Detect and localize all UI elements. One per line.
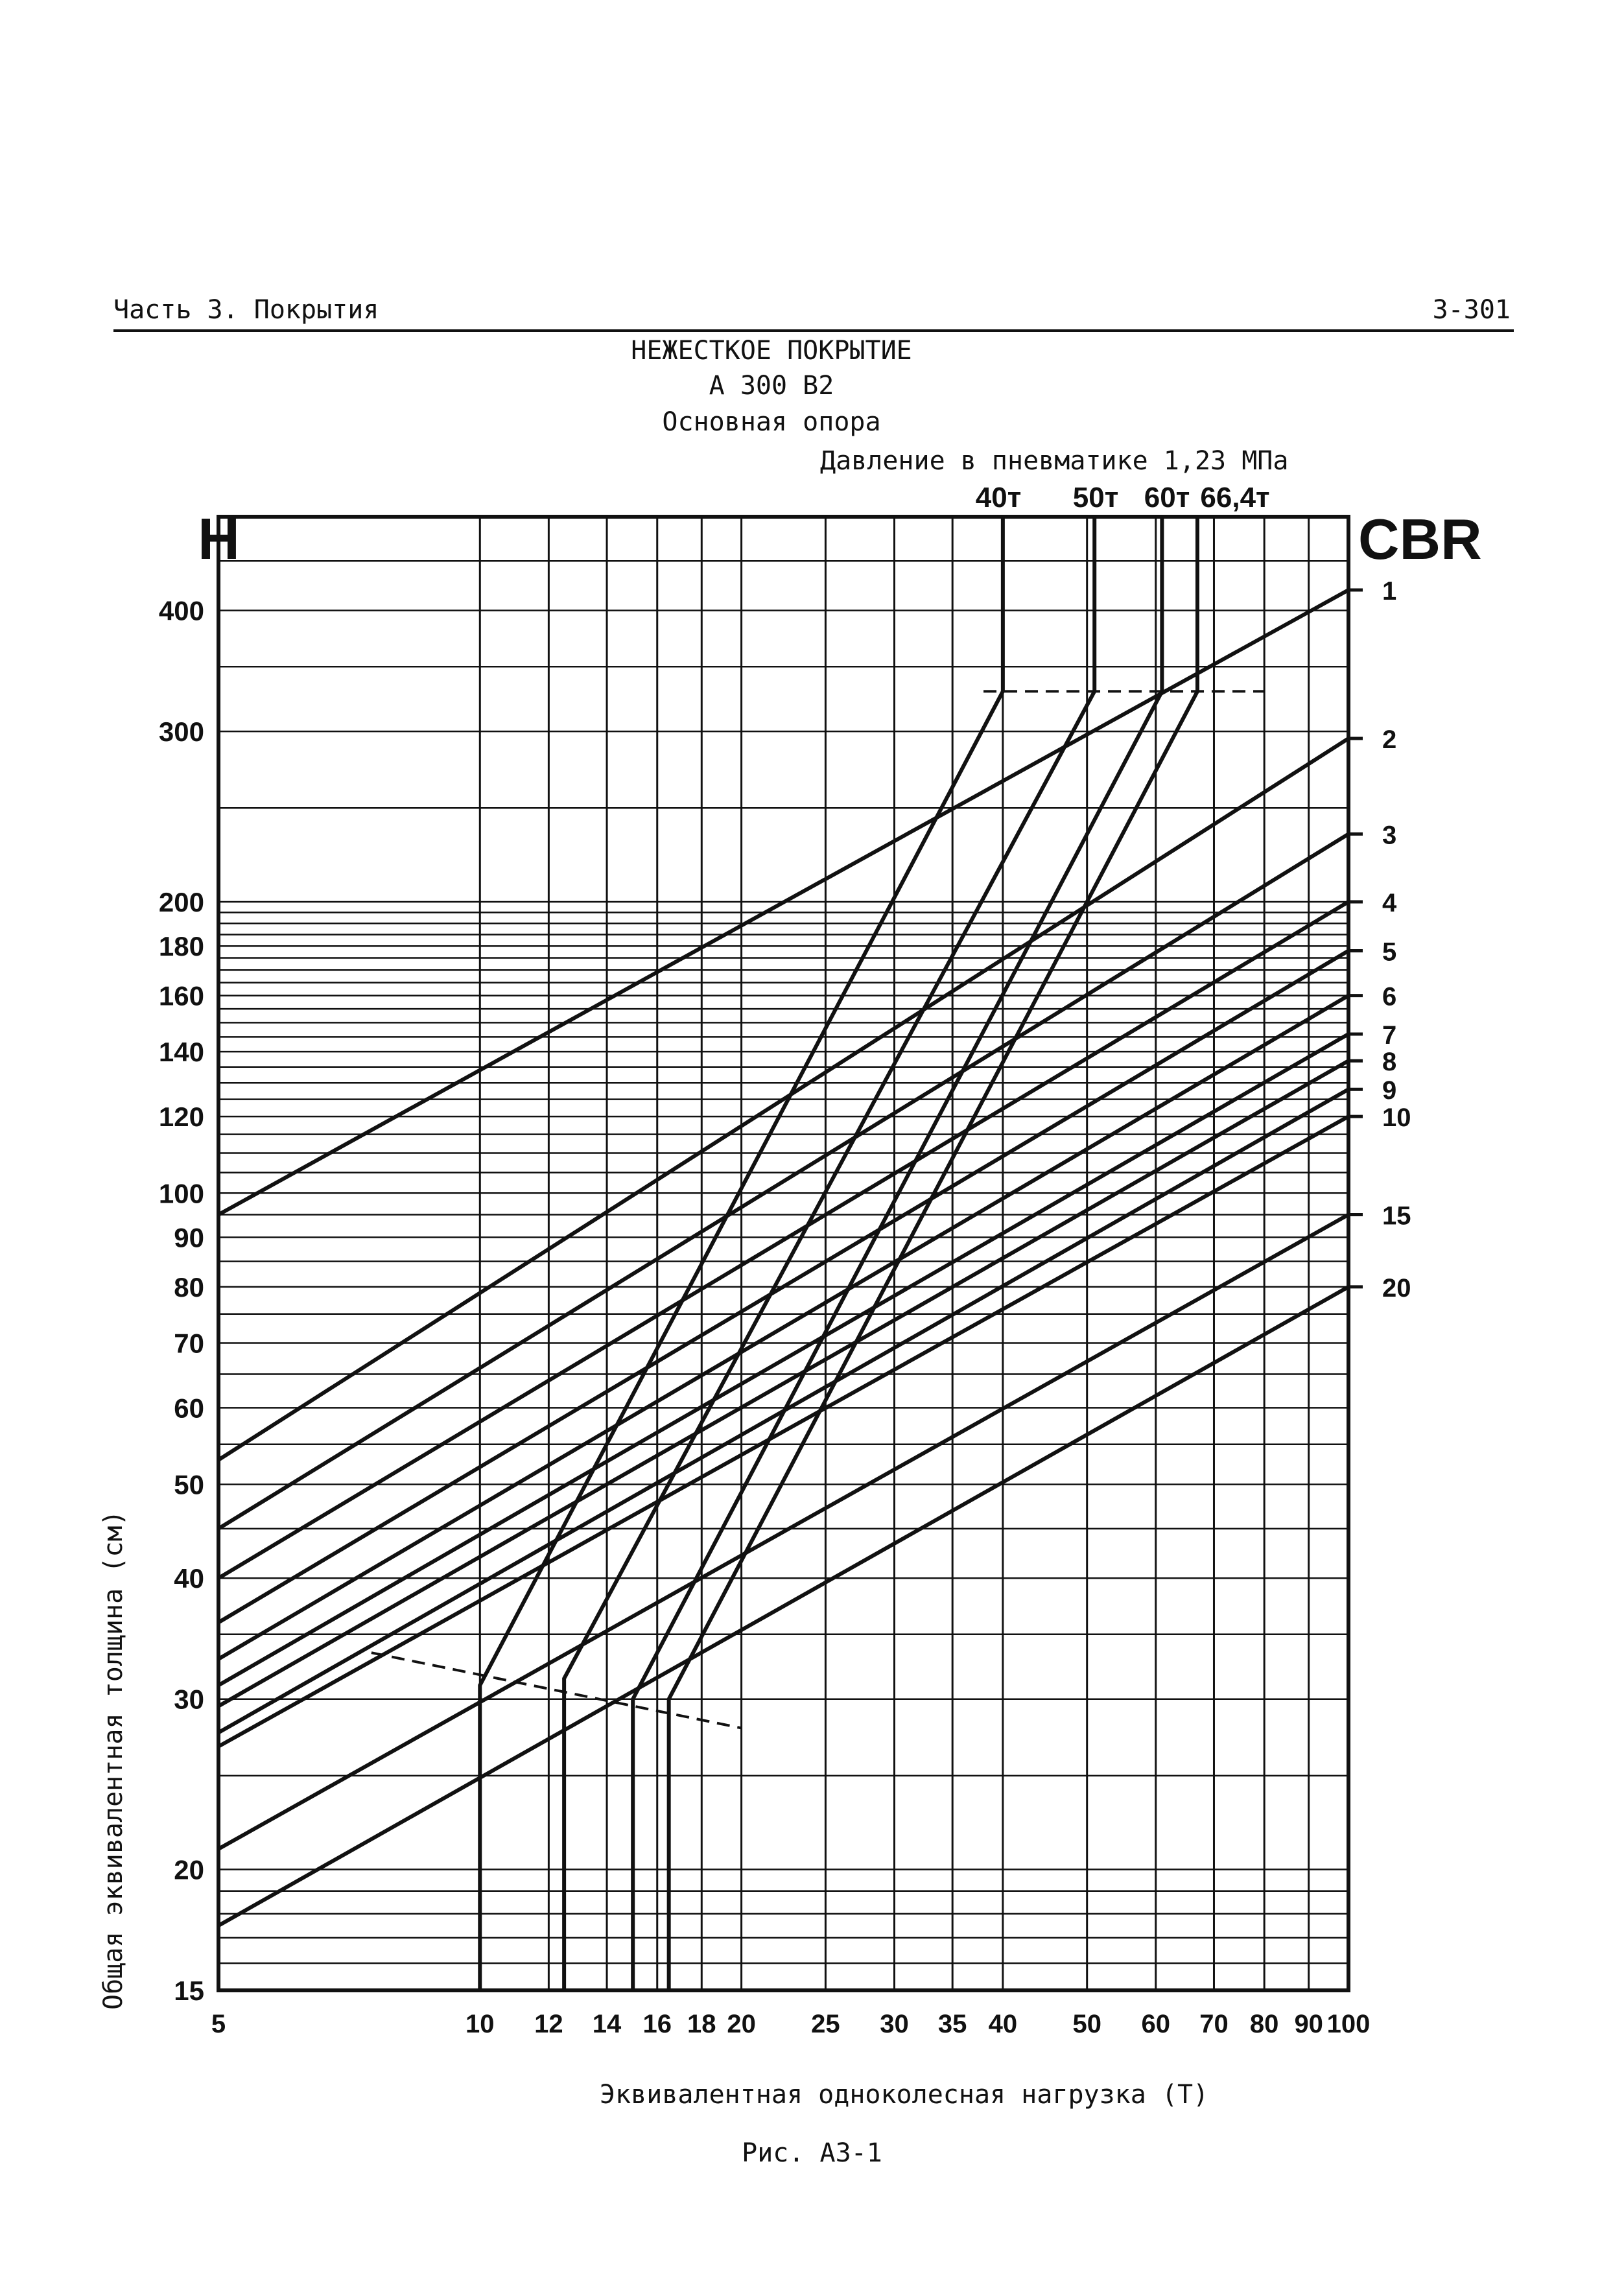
y-tick-label: 120 — [159, 1102, 204, 1132]
y-tick-label: 40 — [174, 1563, 204, 1594]
y-tick-label: 50 — [174, 1470, 204, 1500]
cbr-label-9: 9 — [1382, 1076, 1396, 1105]
header-rule — [113, 329, 1514, 332]
y-tick-label: 60 — [174, 1393, 204, 1423]
x-tick-label: 12 — [534, 2010, 563, 2038]
x-tick-label: 40 — [989, 2010, 1018, 2038]
x-tick-label: 16 — [643, 2010, 672, 2038]
x-tick-label: 20 — [727, 2010, 756, 2038]
plot-frame — [217, 515, 1350, 1992]
y-tick-label: 15 — [174, 1975, 204, 2006]
y-tick-label: 30 — [174, 1684, 204, 1715]
y-tick-label: 90 — [174, 1223, 204, 1253]
y-tick-label: 20 — [174, 1855, 204, 1885]
x-tick-label: 14 — [593, 2010, 622, 2038]
figure-caption: Рис. А3-1 — [742, 2138, 882, 2168]
chart-grid — [217, 515, 1350, 1992]
title-line-2: А 300 В2 — [709, 371, 834, 401]
reference-line-1 — [371, 1651, 742, 1730]
cbr-label-2: 2 — [1382, 725, 1396, 754]
load-label-2: 60т — [1144, 482, 1190, 513]
x-tick-label: 5 — [211, 2010, 226, 2038]
x-tick-label: 18 — [687, 2010, 716, 2038]
title-line-4: Давление в пневматике 1,23 МПа — [820, 446, 1289, 476]
x-tick-label: 35 — [938, 2010, 967, 2038]
load-curve-0 — [478, 517, 1005, 1990]
cbr-label-1: 1 — [1382, 577, 1396, 606]
cbr-line-7 — [217, 1032, 1350, 1688]
cbr-label-7: 7 — [1382, 1021, 1396, 1050]
load-curve-2 — [631, 517, 1164, 1990]
x-axis-label: Эквивалентная одноколесная нагрузка (Т) — [600, 2080, 1209, 2110]
x-tick-label: 80 — [1250, 2010, 1279, 2038]
x-tick-label: 25 — [811, 2010, 840, 2038]
cbr-line-5 — [217, 949, 1350, 1625]
x-tick-label: 50 — [1072, 2010, 1101, 2038]
y-tick-label: 160 — [159, 981, 204, 1011]
y-tick-label: 80 — [174, 1272, 204, 1302]
y-tick-label: 300 — [159, 716, 204, 747]
load-label-1: 50т — [1073, 482, 1119, 513]
x-tick-label: 100 — [1327, 2010, 1371, 2038]
x-tick-label: 30 — [880, 2010, 909, 2038]
y-tick-label: 100 — [159, 1178, 204, 1208]
load-curve-3 — [666, 517, 1199, 1990]
y-axis-label: Общая эквивалентная толщина (см) — [99, 1510, 128, 2010]
cbr-label-5: 5 — [1382, 937, 1396, 966]
y-tick-label: 140 — [159, 1037, 204, 1067]
load-label-3: 66,4т — [1200, 482, 1269, 513]
left-axis-title: H — [198, 507, 240, 572]
chart-lines — [217, 517, 1363, 1990]
page-number: 3-301 — [1432, 295, 1511, 325]
cbr-label-10: 10 — [1382, 1103, 1411, 1132]
cbr-line-3 — [217, 832, 1350, 1531]
cbr-line-15 — [217, 1212, 1350, 1851]
cbr-line-10 — [217, 1114, 1350, 1749]
load-label-0: 40т — [976, 482, 1022, 513]
x-tick-label: 90 — [1294, 2010, 1323, 2038]
cbr-label-15: 15 — [1382, 1202, 1411, 1231]
cbr-label-6: 6 — [1382, 983, 1396, 1011]
cbr-label-4: 4 — [1382, 889, 1397, 917]
right-axis-title: CBR — [1358, 507, 1482, 571]
cbr-label-20: 20 — [1382, 1274, 1411, 1302]
cbr-label-3: 3 — [1382, 821, 1396, 849]
y-tick-label: 400 — [159, 596, 204, 626]
load-curve-1 — [562, 517, 1097, 1990]
title-line-3: Основная опора — [662, 407, 881, 437]
cbr-line-8 — [217, 1059, 1350, 1708]
cbr-label-8: 8 — [1382, 1048, 1396, 1076]
x-tick-label: 10 — [465, 2010, 495, 2038]
cbr-line-20 — [217, 1285, 1350, 1927]
cbr-line-2 — [217, 736, 1350, 1462]
y-tick-label: 180 — [159, 931, 204, 961]
cbr-line-6 — [217, 994, 1350, 1661]
title-line-1: НЕЖЕСТКОЕ ПОКРЫТИЕ — [631, 336, 912, 366]
cbr-line-4 — [217, 900, 1350, 1580]
x-tick-label: 60 — [1142, 2010, 1171, 2038]
y-tick-label: 70 — [174, 1328, 204, 1358]
x-tick-label: 70 — [1199, 2010, 1229, 2038]
section-header: Часть 3. Покрытия — [113, 295, 379, 325]
y-tick-label: 200 — [159, 887, 204, 917]
